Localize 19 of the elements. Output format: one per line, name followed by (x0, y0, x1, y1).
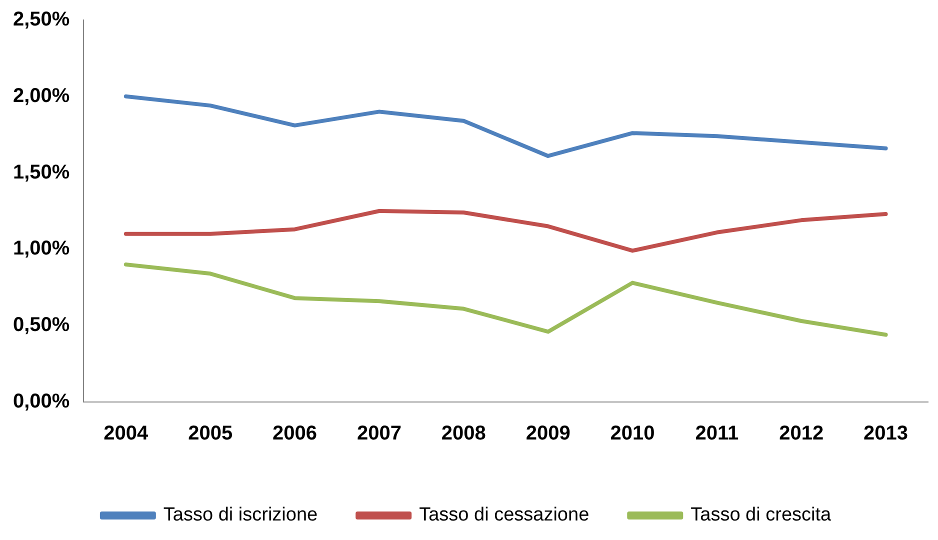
y-tick-label: 1,00% (12, 238, 70, 260)
legend-label: Tasso di crescita (690, 504, 832, 526)
x-tick-label: 2012 (779, 422, 824, 445)
x-tick-label: 2007 (356, 422, 402, 445)
y-tick-label: 0,50% (12, 314, 70, 336)
y-tick-label: 0,00% (12, 390, 70, 413)
x-tick-label: 2011 (695, 422, 739, 445)
x-tick-label: 2006 (272, 422, 318, 445)
x-tick-label: 2009 (526, 422, 570, 445)
y-tick-label: 2,00% (12, 84, 70, 107)
x-tick-label: 2005 (188, 422, 233, 445)
x-tick-label: 2008 (441, 422, 486, 445)
legend-label: Tasso di iscrizione (163, 504, 318, 526)
legend-label: Tasso di cessazione (419, 504, 590, 526)
y-tick-label: 2,50% (12, 8, 70, 31)
x-tick-label: 2004 (104, 422, 150, 445)
x-tick-label: 2010 (610, 422, 655, 445)
y-tick-label: 1,50% (12, 161, 70, 184)
x-tick-label: 2013 (864, 422, 908, 445)
